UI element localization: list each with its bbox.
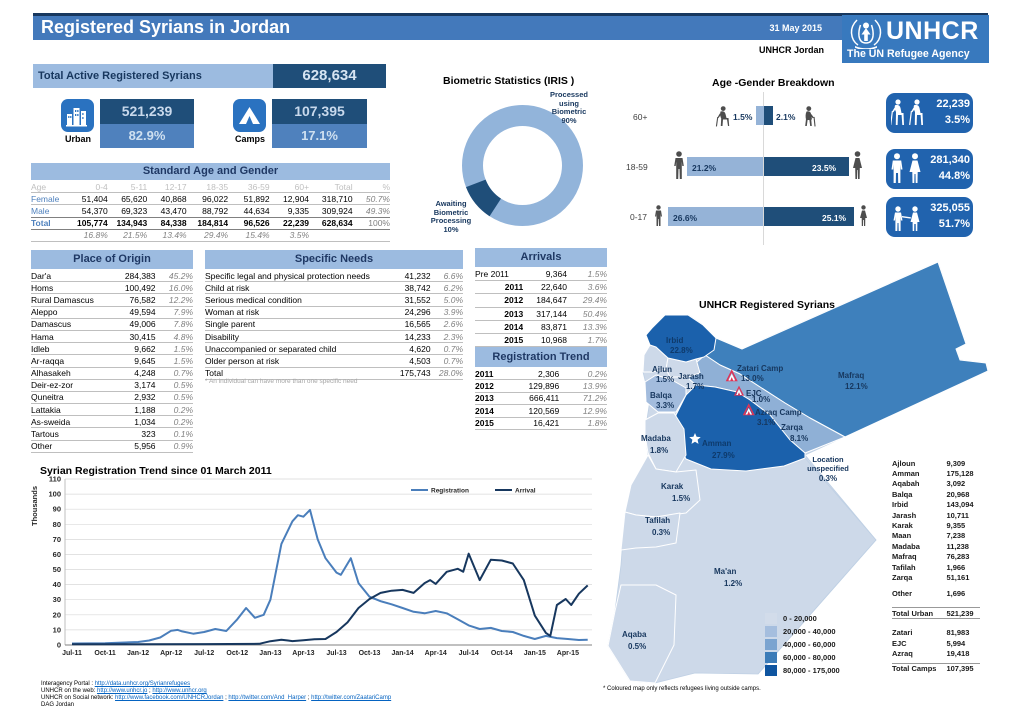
svg-text:Amman: Amman	[702, 439, 731, 448]
svg-text:Oct-12: Oct-12	[226, 650, 248, 657]
svg-text:40: 40	[53, 580, 61, 589]
svg-text:0.5%: 0.5%	[628, 642, 646, 651]
svg-text:30: 30	[53, 595, 61, 604]
svg-text:10: 10	[53, 625, 61, 634]
svg-text:Apr-13: Apr-13	[292, 650, 314, 657]
svg-text:Ma'an: Ma'an	[714, 567, 736, 576]
svg-text:Apr-14: Apr-14	[425, 650, 447, 657]
svg-text:100: 100	[48, 490, 61, 499]
svg-text:Mafraq: Mafraq	[838, 371, 864, 380]
svg-text:Madaba: Madaba	[641, 434, 671, 443]
svg-text:unspecified: unspecified	[807, 464, 849, 473]
svg-text:Jan-15: Jan-15	[524, 650, 546, 657]
svg-text:1.5%: 1.5%	[656, 375, 674, 384]
svg-text:Jul-14: Jul-14	[459, 650, 479, 657]
svg-text:Apr-12: Apr-12	[160, 650, 182, 657]
svg-text:20: 20	[53, 610, 61, 619]
svg-text:Jan-14: Jan-14	[392, 650, 414, 657]
svg-text:Jan-13: Jan-13	[259, 650, 281, 657]
svg-text:Oct-13: Oct-13	[359, 650, 381, 657]
svg-text:3.3%: 3.3%	[656, 401, 674, 410]
svg-text:22.8%: 22.8%	[670, 346, 693, 355]
svg-text:Apr-15: Apr-15	[557, 650, 579, 657]
svg-text:90: 90	[53, 505, 61, 514]
svg-text:0.3%: 0.3%	[652, 528, 670, 537]
svg-text:Karak: Karak	[661, 482, 684, 491]
svg-text:1.8%: 1.8%	[650, 446, 668, 455]
svg-text:Aqaba: Aqaba	[622, 630, 647, 639]
svg-text:80: 80	[53, 520, 61, 529]
svg-text:EJC: EJC	[746, 389, 762, 398]
svg-text:Irbid: Irbid	[666, 336, 683, 345]
svg-text:8.1%: 8.1%	[790, 434, 808, 443]
svg-text:Arrival: Arrival	[515, 488, 536, 495]
svg-text:13.0%: 13.0%	[741, 374, 764, 383]
svg-text:Zarqa: Zarqa	[781, 423, 803, 432]
svg-text:Azraq Camp: Azraq Camp	[755, 408, 802, 417]
svg-text:70: 70	[53, 535, 61, 544]
svg-text:Balqa: Balqa	[650, 391, 672, 400]
svg-text:27.9%: 27.9%	[712, 451, 735, 460]
svg-text:Ajlun: Ajlun	[652, 365, 672, 374]
svg-text:Jul-12: Jul-12	[194, 650, 214, 657]
svg-text:0: 0	[57, 641, 61, 650]
svg-text:110: 110	[49, 475, 61, 484]
svg-text:60: 60	[53, 550, 61, 559]
svg-text:Jan-12: Jan-12	[127, 650, 149, 657]
svg-text:Jul-11: Jul-11	[62, 650, 82, 657]
svg-text:Registration: Registration	[431, 488, 469, 495]
svg-text:Oct-11: Oct-11	[94, 650, 116, 657]
svg-text:Zatari Camp: Zatari Camp	[737, 364, 783, 373]
svg-text:Tafilah: Tafilah	[645, 516, 670, 525]
svg-text:1.7%: 1.7%	[686, 382, 704, 391]
svg-text:0.3%: 0.3%	[819, 474, 837, 483]
svg-text:1.2%: 1.2%	[724, 579, 742, 588]
svg-text:12.1%: 12.1%	[845, 382, 868, 391]
svg-text:50: 50	[53, 565, 61, 574]
svg-text:Location: Location	[812, 455, 844, 464]
svg-text:1.0%: 1.0%	[752, 395, 770, 404]
svg-text:Jarash: Jarash	[678, 372, 704, 381]
svg-text:Jul-13: Jul-13	[326, 650, 346, 657]
svg-text:1.5%: 1.5%	[672, 494, 690, 503]
svg-text:3.1%: 3.1%	[757, 418, 775, 427]
svg-text:Thousands: Thousands	[30, 486, 39, 526]
svg-text:Oct-14: Oct-14	[491, 650, 513, 657]
